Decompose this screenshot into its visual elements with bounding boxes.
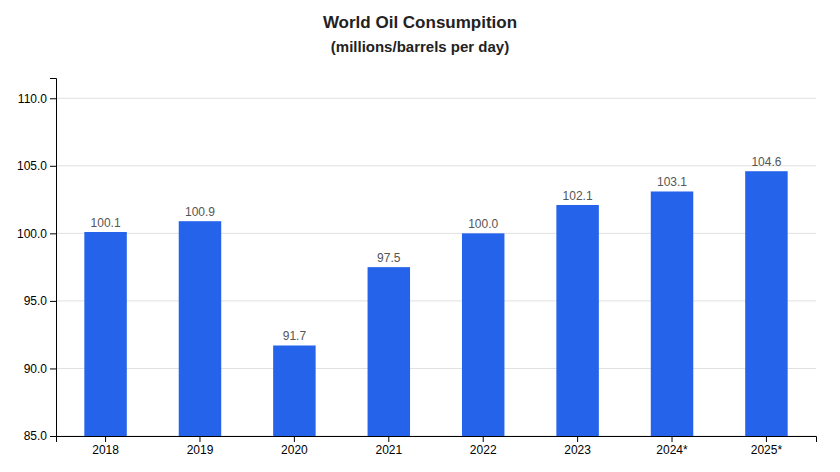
x-tick-label: 2018 xyxy=(92,443,119,457)
x-tick-mark xyxy=(577,436,578,442)
x-tick-label: 2025* xyxy=(751,443,783,457)
x-axis-line xyxy=(57,437,817,443)
y-tick-mark xyxy=(50,436,56,437)
x-axis: 2018 2019 2020 2021 2022 2023 2024* 2025* xyxy=(57,436,817,457)
grid xyxy=(56,98,816,436)
bar xyxy=(368,267,410,436)
data-label: 100.0 xyxy=(468,217,498,231)
data-label: 100.9 xyxy=(185,205,215,219)
grid-line xyxy=(56,165,816,166)
bar xyxy=(462,233,504,436)
x-tick-label: 2021 xyxy=(375,443,402,457)
bar xyxy=(273,345,315,436)
y-tick-label: 100.0 xyxy=(17,227,47,241)
grid-line xyxy=(56,368,816,369)
x-tick-label: 2019 xyxy=(187,443,214,457)
x-tick: 2023 xyxy=(564,436,591,457)
x-tick: 2021 xyxy=(375,436,402,457)
x-tick: 2024* xyxy=(656,436,688,457)
x-tick-mark xyxy=(388,436,389,442)
y-tick: 105.0 xyxy=(17,159,56,173)
data-label: 104.6 xyxy=(751,155,781,169)
y-tick-label: 105.0 xyxy=(17,159,47,173)
x-tick-mark xyxy=(199,436,200,442)
grid-line xyxy=(56,233,816,234)
y-tick-label: 95.0 xyxy=(24,294,48,308)
title: World Oil Consumpition xyxy=(323,13,517,32)
y-tick-label: 85.0 xyxy=(24,429,48,443)
y-tick: 110.0 xyxy=(18,92,56,106)
bar xyxy=(745,171,787,436)
plot: 85.090.095.0100.0105.0110.02018201920202… xyxy=(17,79,817,472)
data-label: 102.1 xyxy=(563,189,593,203)
bars xyxy=(84,171,787,436)
bar xyxy=(651,191,693,436)
x-tick: 2022 xyxy=(470,436,497,457)
y-tick: 85.0 xyxy=(24,429,56,443)
x-tick-mark xyxy=(483,436,484,442)
y-tick-mark xyxy=(50,301,56,302)
chart: World Oil Consumpition (millions/barrels … xyxy=(0,0,840,472)
x-tick-label: 2024* xyxy=(656,443,688,457)
x-tick-mark xyxy=(294,436,295,442)
x-tick-mark xyxy=(672,436,673,442)
y-tick-mark xyxy=(50,233,56,234)
x-tick: 2020 xyxy=(281,436,308,457)
y-tick-mark xyxy=(50,368,56,369)
x-tick: 2018 xyxy=(92,436,119,457)
subtitle: (millions/barrels per day) xyxy=(331,38,509,55)
data-label: 97.5 xyxy=(377,251,401,265)
y-axis-line xyxy=(50,79,57,437)
y-tick: 100.0 xyxy=(17,227,56,241)
bar xyxy=(84,232,126,436)
data-label: 103.1 xyxy=(657,175,687,189)
y-tick-label: 110.0 xyxy=(18,92,47,106)
data-label: 100.1 xyxy=(91,216,121,230)
bar xyxy=(179,221,221,436)
y-tick-mark xyxy=(50,98,56,99)
y-tick: 90.0 xyxy=(24,362,56,376)
y-tick-label: 90.0 xyxy=(24,362,48,376)
x-tick-label: 2022 xyxy=(470,443,497,457)
data-labels: 100.1 100.9 91.7 97.5 100.0 102.1 103.1 104.6 xyxy=(91,155,782,343)
x-tick: 2025* xyxy=(751,436,783,457)
x-tick-label: 2023 xyxy=(564,443,591,457)
x-tick-label: 2020 xyxy=(281,443,308,457)
y-tick-mark xyxy=(50,166,56,167)
grid-line xyxy=(56,300,816,301)
bar xyxy=(556,205,598,436)
x-tick-mark xyxy=(766,436,767,442)
grid-line xyxy=(56,98,816,99)
y-axis: 85.0 90.0 95.0 100.0 105.0 110.0 xyxy=(17,79,57,444)
data-label: 91.7 xyxy=(283,329,307,343)
x-tick: 2019 xyxy=(187,436,214,457)
x-tick-mark xyxy=(105,436,106,442)
y-tick: 95.0 xyxy=(24,294,56,308)
